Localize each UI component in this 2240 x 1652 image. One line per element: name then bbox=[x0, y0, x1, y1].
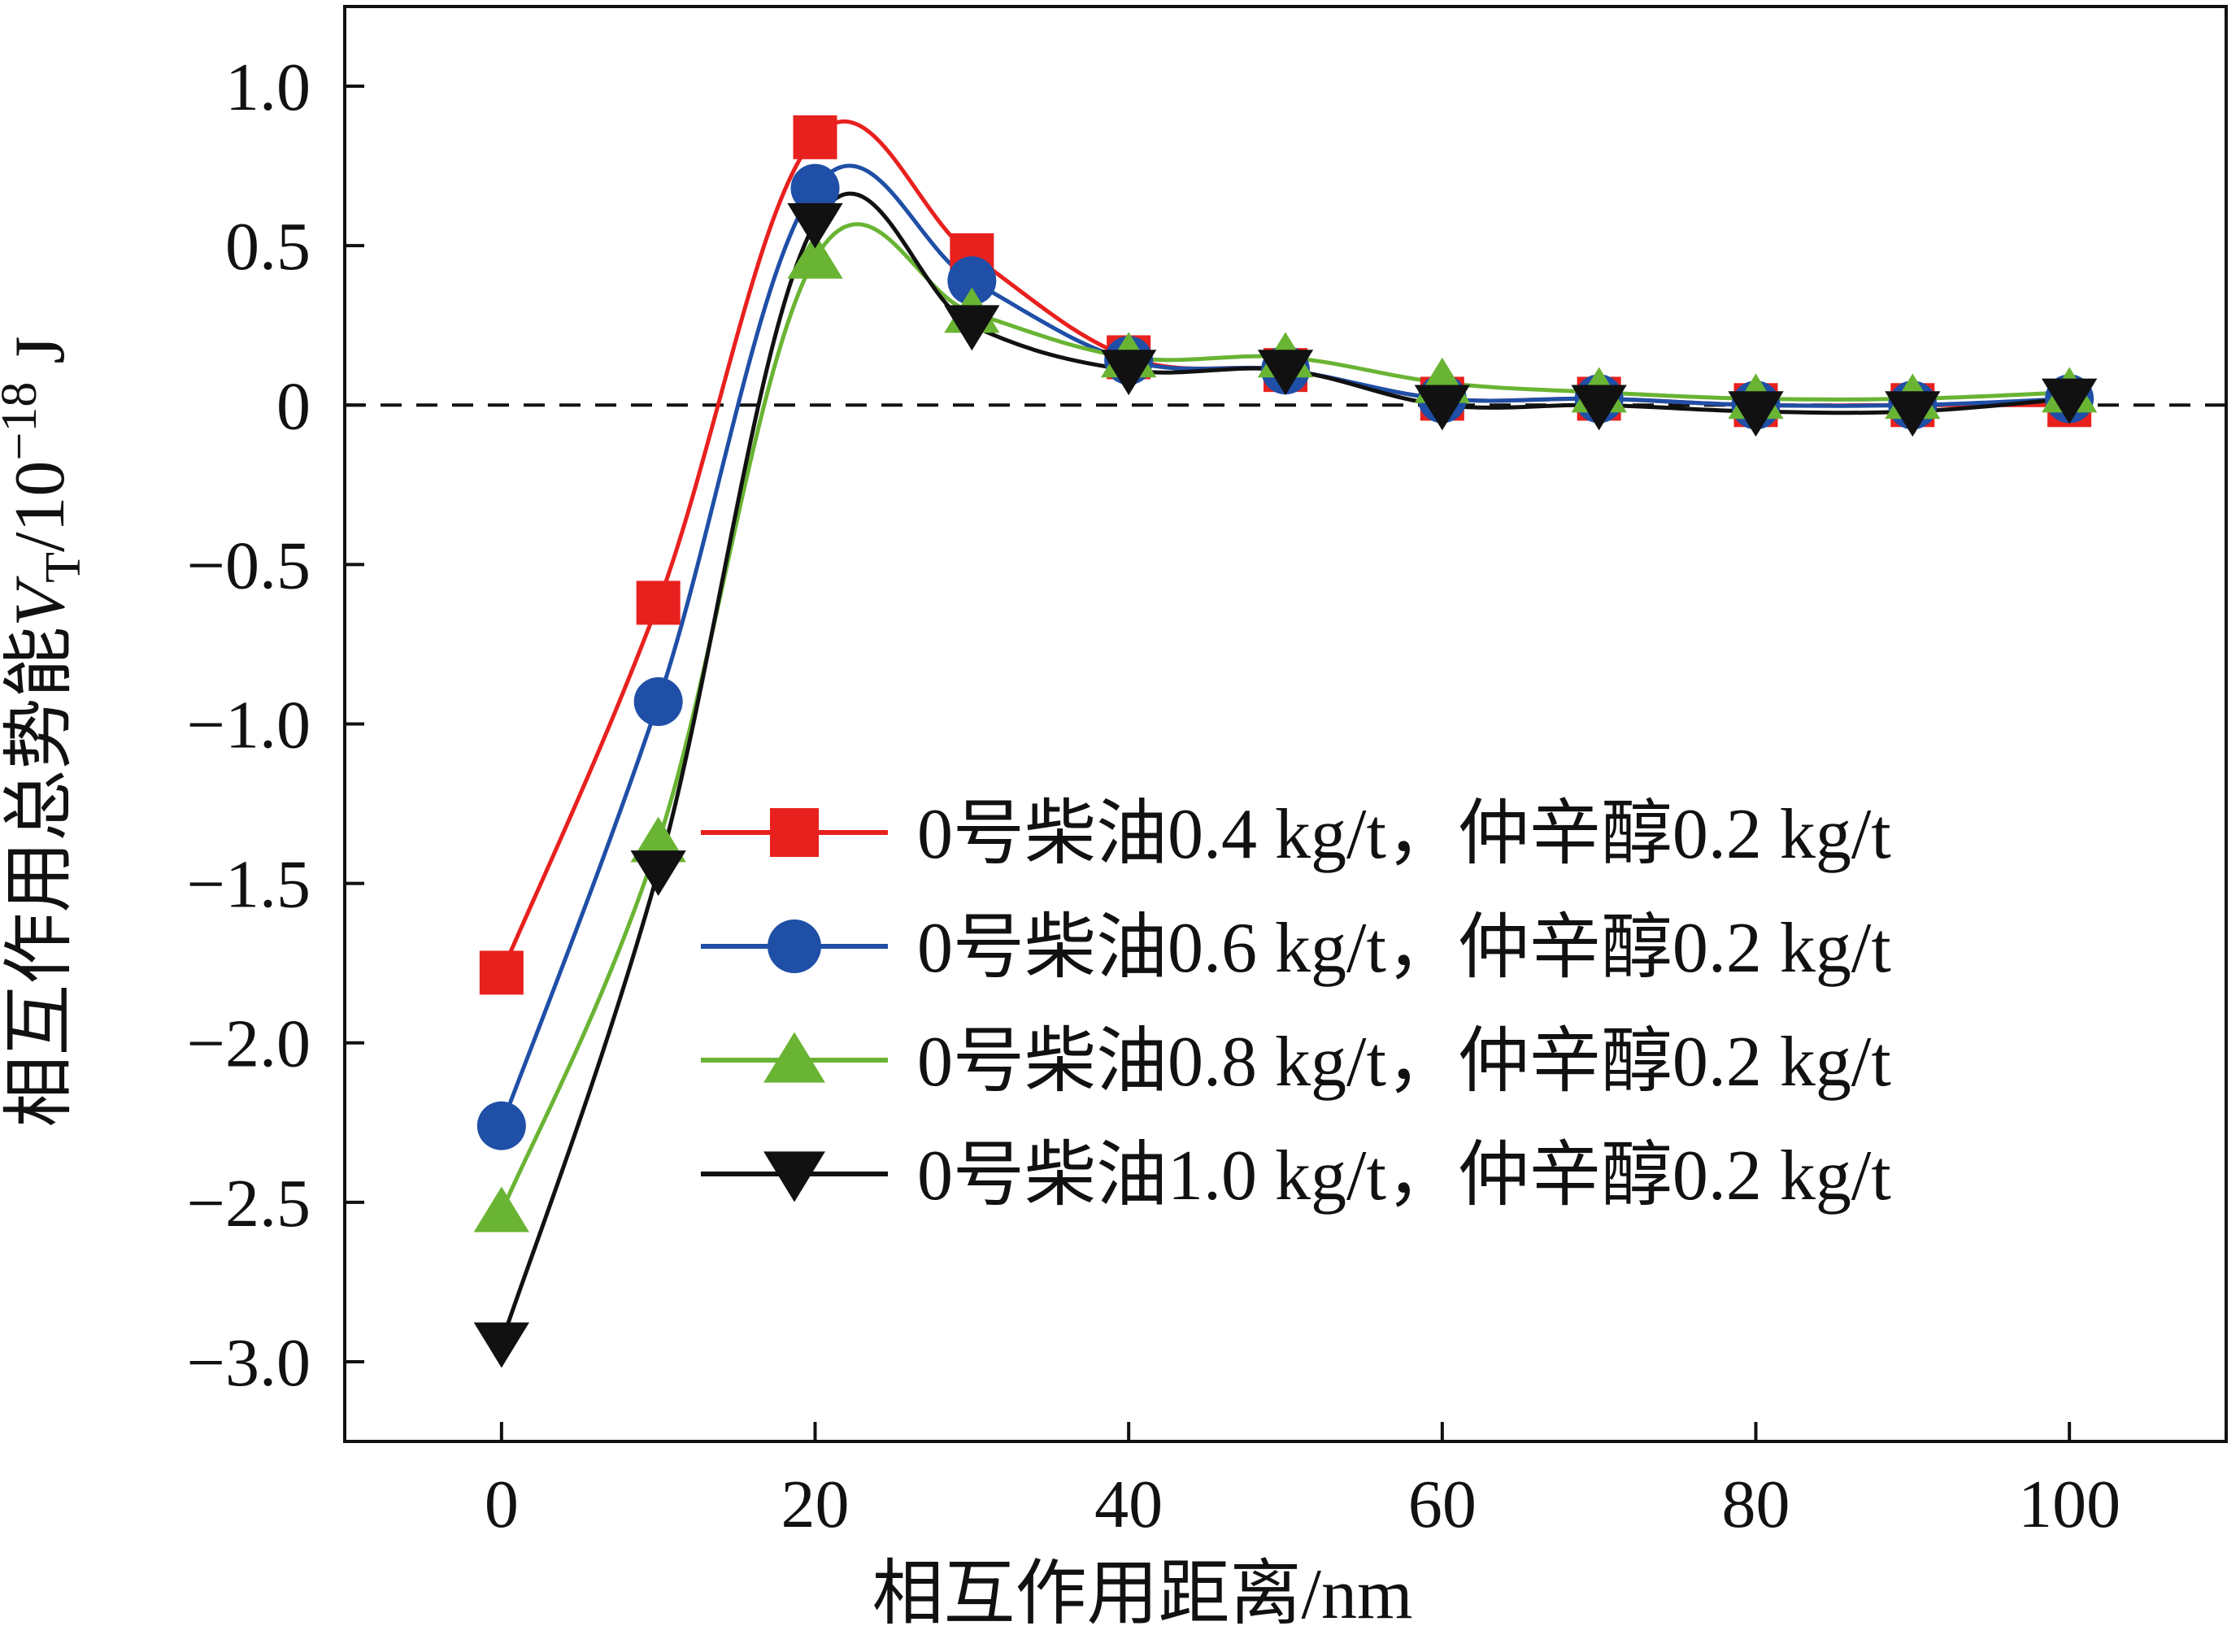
y-tick-label: −0.5 bbox=[187, 528, 311, 603]
y-tick-label: 0.5 bbox=[225, 209, 311, 285]
data-point-series-4 bbox=[2042, 378, 2098, 424]
data-point-series-4 bbox=[1728, 391, 1784, 437]
legend-label-4: 0号柴油1.0 kg/t，仲辛醇0.2 kg/t bbox=[917, 1137, 1891, 1215]
x-tick-label: 40 bbox=[1094, 1467, 1163, 1542]
plot-border bbox=[343, 5, 2228, 1443]
x-tick-label: 20 bbox=[781, 1467, 850, 1542]
data-point-series-4 bbox=[1257, 350, 1314, 396]
y-tick-label: −1.0 bbox=[187, 688, 311, 763]
y-tick-label: 1.0 bbox=[225, 50, 311, 125]
legend-label-1: 0号柴油0.4 kg/t，仲辛醇0.2 kg/t bbox=[917, 795, 1891, 874]
x-tick-label: 60 bbox=[1408, 1467, 1477, 1542]
data-point-series-1 bbox=[479, 950, 524, 995]
y-tick-label: 0 bbox=[276, 368, 311, 444]
plot-frame bbox=[343, 5, 2228, 1443]
data-point-series-4 bbox=[1571, 385, 1627, 431]
y-axis-title-part: T bbox=[36, 552, 91, 583]
y-axis-title-part: /10 bbox=[1, 461, 80, 552]
data-point-series-3 bbox=[787, 233, 843, 279]
legend-marker-1 bbox=[770, 808, 819, 857]
y-axis: 1.0 0.5 0 −0.5 −1.0 −1.5 −2.0 −2.5 −3.0 bbox=[187, 50, 364, 1401]
data-point-series-2 bbox=[633, 677, 683, 727]
legend-label-3: 0号柴油0.8 kg/t，仲辛醇0.2 kg/t bbox=[917, 1023, 1891, 1102]
y-axis-title: 相互作用总势能VT/10−18 J bbox=[0, 336, 91, 1127]
legend-label-2: 0号柴油0.6 kg/t，仲辛醇0.2 kg/t bbox=[917, 909, 1891, 988]
data-point-series-4 bbox=[1414, 385, 1470, 431]
x-tick-label: 100 bbox=[2018, 1467, 2120, 1542]
legend-marker-2 bbox=[768, 919, 821, 973]
data-point-series-4 bbox=[787, 202, 843, 249]
y-axis-title-part: 相互作用总势能 bbox=[1, 627, 80, 1128]
y-tick-label: −3.0 bbox=[187, 1325, 311, 1401]
x-axis: 0 20 40 60 80 100 bbox=[485, 1422, 2120, 1542]
y-tick-label: −1.5 bbox=[187, 847, 311, 923]
x-axis-title: 相互作用距离/nm bbox=[872, 1555, 1413, 1634]
data-point-series-1 bbox=[793, 115, 837, 159]
data-point-series-2 bbox=[476, 1101, 526, 1150]
data-point-series-4 bbox=[944, 305, 1000, 351]
y-tick-label: −2.0 bbox=[187, 1006, 311, 1082]
data-point-series-2 bbox=[947, 256, 997, 306]
data-point-series-4 bbox=[630, 850, 686, 896]
y-axis-title-part: −18 bbox=[0, 382, 47, 461]
x-tick-label: 0 bbox=[485, 1467, 519, 1542]
y-axis-title-part: J bbox=[1, 336, 80, 381]
data-point-series-2 bbox=[790, 163, 840, 213]
data-point-series-4 bbox=[473, 1322, 529, 1368]
data-point-series-1 bbox=[636, 580, 681, 625]
x-tick-label: 80 bbox=[1722, 1467, 1790, 1542]
data-point-series-4 bbox=[1885, 391, 1941, 437]
legend: 0号柴油0.4 kg/t，仲辛醇0.2 kg/t 0号柴油0.6 kg/t，仲辛醇… bbox=[701, 795, 1891, 1215]
legend-marker-4 bbox=[763, 1151, 825, 1202]
y-tick-label: −2.5 bbox=[187, 1166, 311, 1241]
legend-marker-3 bbox=[763, 1032, 825, 1083]
data-point-series-3 bbox=[473, 1186, 529, 1232]
y-axis-title-part: V bbox=[1, 576, 80, 627]
data-point-series-4 bbox=[1101, 350, 1157, 396]
series-markers bbox=[473, 115, 2098, 1368]
